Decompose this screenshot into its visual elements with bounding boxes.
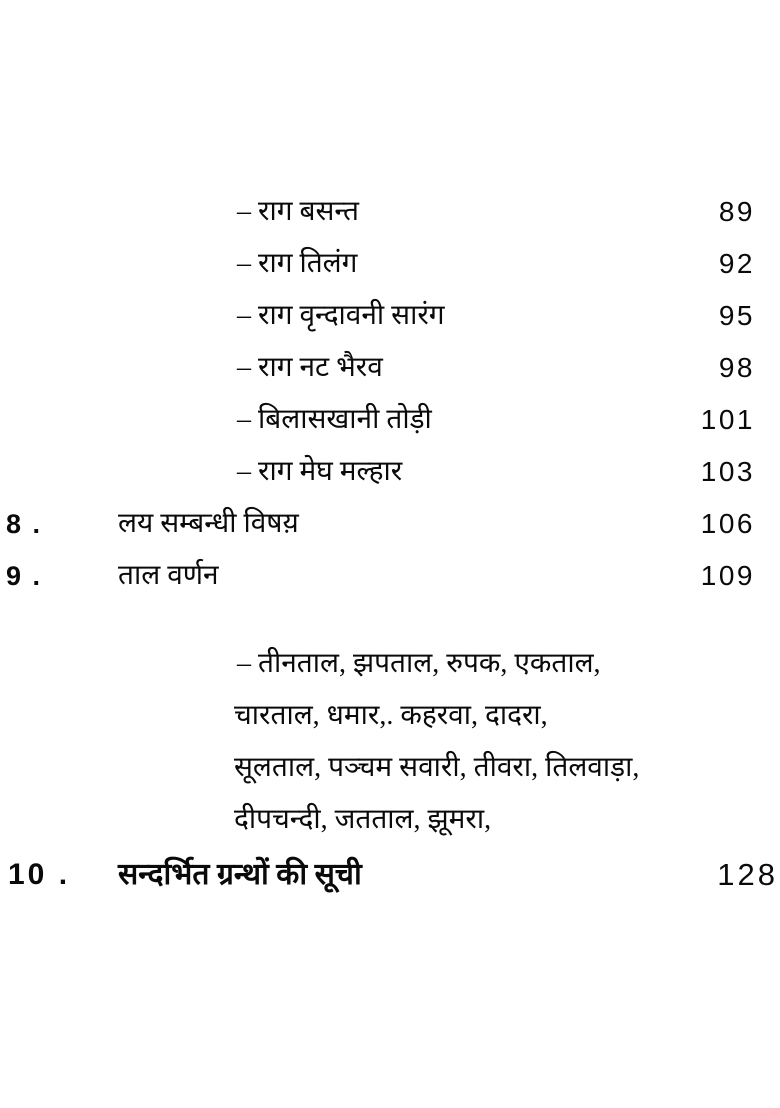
tala-list-line: सूलताल, पञ्चम सवारी, तीवरा, तिलवाड़ा, [234, 752, 640, 783]
toc-entry-number: 9 . [6, 561, 43, 591]
tala-list-line: चारताल, धमार,. कहरवा, दादरा, [234, 700, 548, 731]
toc-final-entry-row: 10 . सन्दर्भित ग्रन्थों की सूची 128 [0, 846, 780, 904]
toc-entry-page-number: 106 [700, 508, 755, 539]
toc-entry-page-number: 95 [718, 300, 755, 331]
toc-entry-page-number: 98 [718, 352, 755, 383]
toc-entry-title: सन्दर्भित ग्रन्थों की सूची [118, 858, 362, 891]
toc-sub-entry-row: – राग वृन्दावनी सारंग 95 [0, 290, 780, 342]
toc-entry-title: ताल वर्णन [118, 560, 219, 591]
toc-sub-entry-row: – राग बसन्त 89 [0, 186, 780, 238]
toc-entry-title: – राग नट भैरव [237, 352, 383, 383]
toc-entry-page-number: 103 [700, 456, 755, 487]
toc-entry-title: – बिलासखानी तोड़ी [237, 404, 432, 435]
toc-entry-title: लय सम्बन्धी विषय़ [118, 508, 299, 539]
toc-sub-entry-row: – राग नट भैरव 98 [0, 342, 780, 394]
toc-main-entry-row: 8 . लय सम्बन्धी विषय़ 106 [0, 498, 780, 550]
toc-entry-page-number: 89 [718, 196, 755, 227]
toc-sub-entry-row: – बिलासखानी तोड़ी 101 [0, 394, 780, 446]
toc-main-entry-row: 9 . ताल वर्णन 109 [0, 550, 780, 602]
toc-sub-entry-row: – राग तिलंग 92 [0, 238, 780, 290]
tala-list-line: – तीनताल, झपताल, रुपक, एकताल, [237, 648, 601, 679]
toc-entry-title: – राग वृन्दावनी सारंग [237, 300, 445, 331]
table-of-contents-list: – राग बसन्त 89 – राग तिलंग 92 – राग वृन्… [0, 186, 780, 602]
toc-entry-page-number: 109 [700, 560, 755, 591]
toc-entry-page-number: 101 [700, 404, 755, 435]
tala-list-line: दीपचन्दी, जतताल, झूमरा, [234, 804, 492, 835]
toc-sub-entry-row: – राग मेघ मल्हार 103 [0, 446, 780, 498]
toc-entry-page-number: 128 [717, 857, 778, 892]
toc-entry-title: – राग मेघ मल्हार [237, 456, 403, 487]
toc-entry-number: 10 . [8, 858, 71, 891]
tala-list-paragraph: – तीनताल, झपताल, रुपक, एकताल, चारताल, धम… [234, 638, 780, 846]
toc-entry-title: – राग तिलंग [237, 248, 358, 279]
toc-entry-number: 8 . [6, 509, 43, 539]
toc-entry-title: – राग बसन्त [237, 196, 359, 227]
toc-entry-page-number: 92 [718, 248, 755, 279]
